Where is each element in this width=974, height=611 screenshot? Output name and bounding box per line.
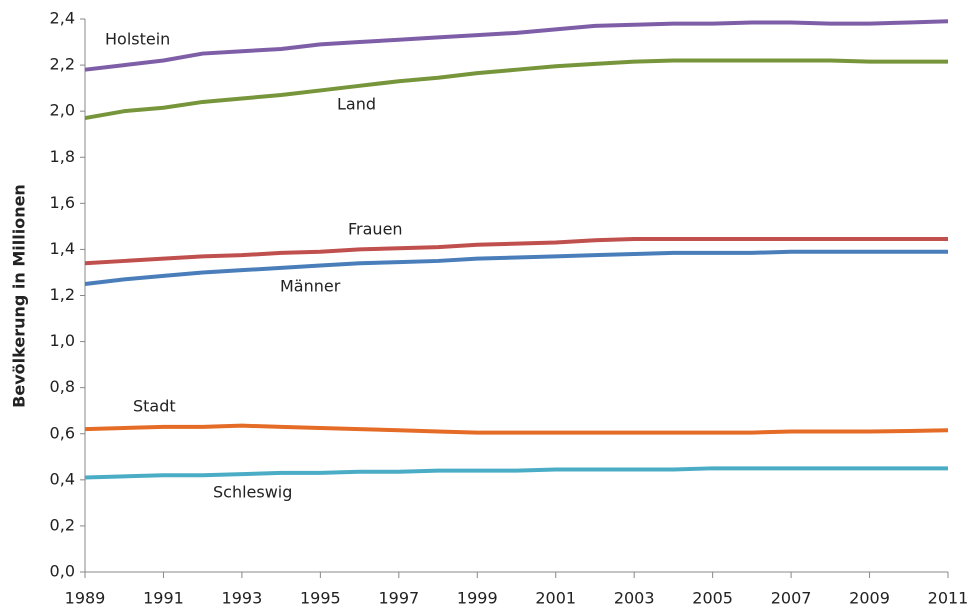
y-tick-label: 0,6 (50, 423, 75, 442)
series-label: Schleswig (213, 483, 292, 502)
x-tick-label: 1997 (378, 589, 419, 608)
x-tick-label: 1991 (143, 589, 184, 608)
x-tick-label: 1989 (65, 589, 106, 608)
x-tick-label: 2007 (771, 589, 812, 608)
series-label: Land (337, 95, 376, 114)
y-tick-label: 2,2 (50, 55, 75, 74)
series-label: Männer (280, 277, 341, 296)
y-tick-label: 2,4 (50, 9, 75, 28)
y-tick-label: 0,8 (50, 377, 75, 396)
series-line (84, 19, 949, 72)
y-tick-label: 0,4 (50, 469, 75, 488)
y-tick-label: 2,0 (50, 101, 75, 120)
y-tick-label: 1,0 (50, 331, 75, 350)
y-tick-label: 1,6 (50, 193, 75, 212)
series-line (84, 58, 948, 121)
y-tick-label: 1,4 (50, 239, 75, 258)
x-tick-label: 2003 (614, 589, 655, 608)
series-line (84, 249, 948, 286)
series-label: Frauen (348, 220, 403, 239)
series-line (84, 466, 948, 480)
x-tick-label: 1993 (222, 589, 263, 608)
x-tick-label: 1999 (457, 589, 498, 608)
y-tick-label: 1,8 (50, 147, 75, 166)
x-tick-label: 2009 (849, 589, 890, 608)
series-line (84, 423, 949, 435)
x-tick-label: 2011 (928, 589, 969, 608)
y-tick-label: 0,2 (50, 515, 75, 534)
y-tick-label: 0,0 (50, 562, 75, 581)
series-label: Stadt (133, 397, 176, 416)
y-axis-label: Bevölkerung in Millionen (10, 184, 29, 408)
x-tick-label: 2005 (692, 589, 733, 608)
x-tick-label: 1995 (300, 589, 341, 608)
series-label: Holstein (105, 30, 170, 49)
y-tick-label: 1,2 (50, 285, 75, 304)
series-line (84, 237, 948, 266)
x-tick-label: 2001 (535, 589, 576, 608)
